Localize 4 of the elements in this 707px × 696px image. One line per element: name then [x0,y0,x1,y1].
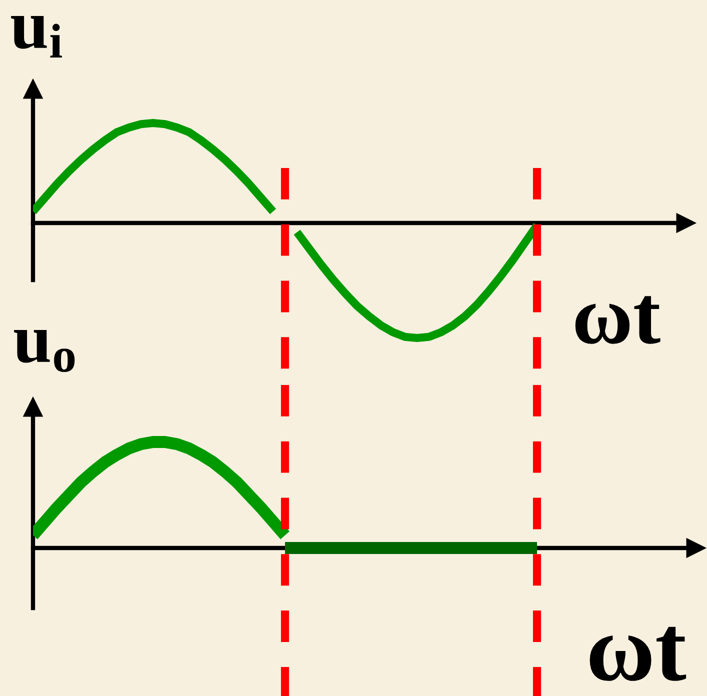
y-axis-title: u$_{i}$ [11,16,62,58]
y-axis-title: u$_{o}$ [14,330,75,372]
x-axis-title: ωt [575,296,660,344]
x-axis-title: ωt [590,626,686,681]
